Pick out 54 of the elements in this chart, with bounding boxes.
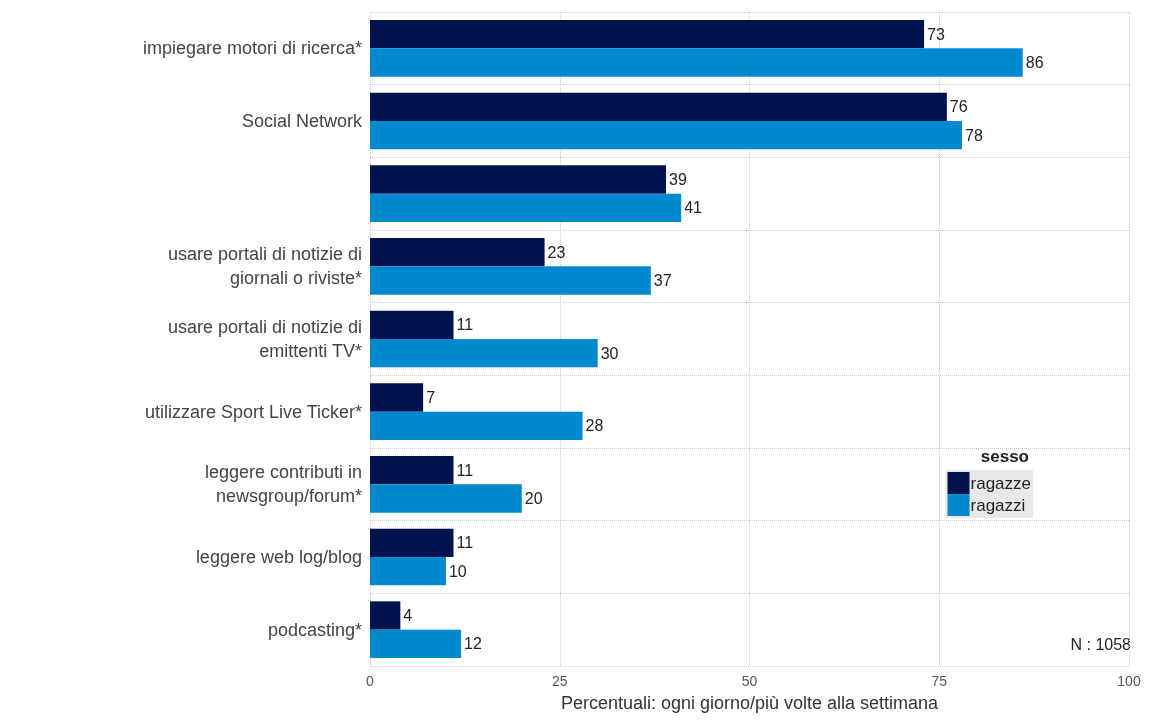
x-tick-label: 75 xyxy=(931,673,948,689)
bar xyxy=(370,92,947,121)
bar xyxy=(370,455,454,485)
x-tick-label: 100 xyxy=(1117,673,1141,689)
y-tick-label: utilizzare Sport Live Ticker* xyxy=(144,401,362,422)
bar xyxy=(370,411,583,441)
data-label: 23 xyxy=(547,243,566,261)
bar xyxy=(370,310,454,339)
x-axis-title: Percentuali: ogni giorno/più volte alla settimana xyxy=(560,693,940,713)
data-label: 11 xyxy=(456,461,474,479)
y-tick-label: impiegare motori di ricerca* xyxy=(142,38,362,59)
data-label: 11 xyxy=(456,316,474,334)
bar xyxy=(370,193,682,223)
data-label: 86 xyxy=(1025,54,1044,71)
data-label: 76 xyxy=(949,98,968,116)
x-tick-label: 50 xyxy=(741,673,758,689)
y-tick-label: usare portali di notizie di emittenti TV* xyxy=(167,317,362,361)
legend-label: ragazzi xyxy=(970,495,1026,515)
y-tick-label: podcasting* xyxy=(267,619,362,640)
bar xyxy=(370,383,424,412)
bar xyxy=(370,557,446,586)
data-label: 37 xyxy=(653,272,672,289)
data-label: 10 xyxy=(448,562,467,580)
y-tick-label: leggere web log/blog xyxy=(195,547,362,567)
data-label: 41 xyxy=(684,199,703,217)
y-tick-label: usare portali di notizie di giornali o riviste* xyxy=(167,244,362,289)
bar xyxy=(370,528,454,557)
data-label: 12 xyxy=(464,635,482,653)
bar xyxy=(370,339,598,368)
data-label: 78 xyxy=(965,126,983,144)
bar xyxy=(370,629,462,659)
bar xyxy=(370,601,401,630)
bar xyxy=(370,121,963,150)
data-label: 11 xyxy=(456,534,474,552)
data-label: 39 xyxy=(669,171,687,188)
legend-title: sesso xyxy=(980,447,1029,466)
x-tick-label: 0 xyxy=(366,673,375,689)
x-tick-label: 25 xyxy=(551,673,568,689)
data-label: 30 xyxy=(600,344,619,362)
bar xyxy=(370,48,1023,77)
y-tick-label: Social Network xyxy=(241,111,363,131)
data-label: 20 xyxy=(524,490,543,507)
bar xyxy=(370,237,545,267)
data-label: 28 xyxy=(585,417,604,435)
annotation: N : 1058 xyxy=(1070,635,1132,653)
data-label: 7 xyxy=(426,389,436,406)
legend-label: ragazze xyxy=(970,473,1031,493)
data-label: 73 xyxy=(927,25,945,43)
bar xyxy=(370,266,651,295)
y-tick-label: leggere contributi in newsgroup/forum* xyxy=(204,462,362,507)
bar xyxy=(370,484,522,513)
data-label: 4 xyxy=(403,607,413,624)
bar xyxy=(370,165,667,194)
bar xyxy=(370,19,925,49)
